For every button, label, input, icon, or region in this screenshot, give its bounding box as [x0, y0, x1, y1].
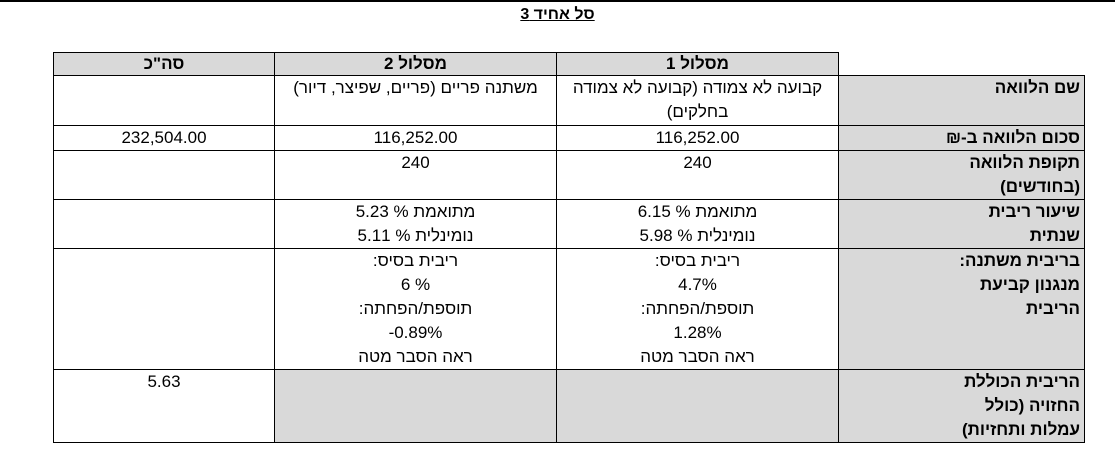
top-rule	[0, 0, 1115, 2]
track1-base-rate: 4.7%	[678, 275, 717, 294]
label-expected-rate: הריבית הכוללת החזויה (כולל עמלות ותחזיות…	[838, 369, 1085, 443]
label-loan-name: שם הלוואה	[838, 75, 1085, 126]
label-loan-period: תקופת הלוואה (בחודשים)	[838, 150, 1085, 200]
header-total: סה"כ	[53, 52, 275, 76]
label-expected-rate-line1: הריבית הכוללת	[964, 372, 1080, 391]
header-row: מסלול 1 מסלול 2 סה"כ	[53, 52, 1085, 76]
track2-margin-label: תוספת/הפחתה:	[358, 299, 473, 318]
track1-adjusted-rate: מתואמת % 6.15	[637, 202, 758, 221]
track1-nominal-rate: נומינלית % 5.98	[639, 226, 756, 245]
track2-loan-name: משתנה פריים (פריים, שפיצר, דיור)	[274, 75, 557, 126]
total-loan-period	[53, 150, 275, 200]
track2-adjusted-rate: מתואמת % 5.23	[355, 202, 476, 221]
track1-variable-rate: ריבית בסיס: 4.7% תוספת/הפחתה: 1.28% ראה …	[556, 248, 839, 370]
label-annual-rate-line1: שיעור ריבית	[988, 202, 1080, 221]
row-expected-rate: הריבית הכוללת החזויה (כולל עמלות ותחזיות…	[53, 369, 1085, 443]
track1-margin: 1.28%	[673, 323, 722, 342]
track1-loan-amount: 116,252.00	[556, 125, 839, 151]
track2-loan-period: 240	[274, 150, 557, 200]
row-loan-period: תקופת הלוואה (בחודשים) 240 240	[53, 150, 1085, 200]
header-track-2: מסלול 2	[274, 52, 557, 76]
header-track-1: מסלול 1	[556, 52, 839, 76]
track1-loan-name: קבועה לא צמודה (קבועה לא צמודה בחלקים)	[556, 75, 839, 126]
track2-nominal-rate: נומינלית % 5.11	[357, 226, 474, 245]
total-expected-rate: 5.63	[53, 369, 275, 443]
total-loan-name	[53, 75, 275, 126]
label-loan-amount: סכום הלוואה ב-₪	[838, 125, 1085, 151]
label-variable-rate-line2: מנגנון קביעת	[980, 275, 1080, 294]
track2-expected-rate	[274, 369, 557, 443]
track2-base-rate: 6 %	[400, 275, 431, 294]
label-expected-rate-line3: עמלות ותחזיות)	[961, 420, 1080, 439]
label-variable-rate-line1: בריבית משתנה:	[959, 251, 1080, 270]
track2-see-note: ראה הסבר מטה	[358, 347, 473, 366]
label-loan-period-line2: (בחודשים)	[1000, 177, 1080, 196]
label-annual-rate: שיעור ריבית שנתית	[838, 199, 1085, 249]
label-loan-period-line1: תקופת הלוואה	[969, 153, 1080, 172]
total-variable-rate	[53, 248, 275, 370]
loan-basket-table: מסלול 1 מסלול 2 סה"כ שם הלוואה קבועה לא …	[53, 52, 1085, 443]
track1-loan-period: 240	[556, 150, 839, 200]
total-loan-amount: 232,504.00	[53, 125, 275, 151]
header-corner	[838, 52, 1085, 76]
total-annual-rate	[53, 199, 275, 249]
row-loan-amount: סכום הלוואה ב-₪ 116,252.00 116,252.00 23…	[53, 125, 1085, 151]
track1-base-rate-label: ריבית בסיס:	[654, 251, 741, 270]
track2-annual-rate: מתואמת % 5.23 נומינלית % 5.11	[274, 199, 557, 249]
track2-margin: -0.89%	[388, 323, 443, 342]
label-variable-rate-line3: הריבית	[1026, 299, 1080, 318]
basket-title: סל אחיד 3	[520, 6, 595, 23]
label-annual-rate-line2: שנתית	[1029, 226, 1080, 245]
row-annual-rate: שיעור ריבית שנתית מתואמת % 6.15 נומינלית…	[53, 199, 1085, 249]
track2-base-rate-label: ריבית בסיס:	[372, 251, 459, 270]
track1-annual-rate: מתואמת % 6.15 נומינלית % 5.98	[556, 199, 839, 249]
track2-variable-rate: ריבית בסיס: 6 % תוספת/הפחתה: -0.89% ראה …	[274, 248, 557, 370]
label-expected-rate-line2: החזויה (כולל	[984, 396, 1080, 415]
row-loan-name: שם הלוואה קבועה לא צמודה (קבועה לא צמודה…	[53, 75, 1085, 126]
row-variable-rate: בריבית משתנה: מנגנון קביעת הריבית ריבית …	[53, 248, 1085, 370]
track2-loan-amount: 116,252.00	[274, 125, 557, 151]
track1-margin-label: תוספת/הפחתה:	[640, 299, 755, 318]
label-variable-rate: בריבית משתנה: מנגנון קביעת הריבית	[838, 248, 1085, 370]
track1-expected-rate	[556, 369, 839, 443]
track1-see-note: ראה הסבר מטה	[640, 347, 755, 366]
